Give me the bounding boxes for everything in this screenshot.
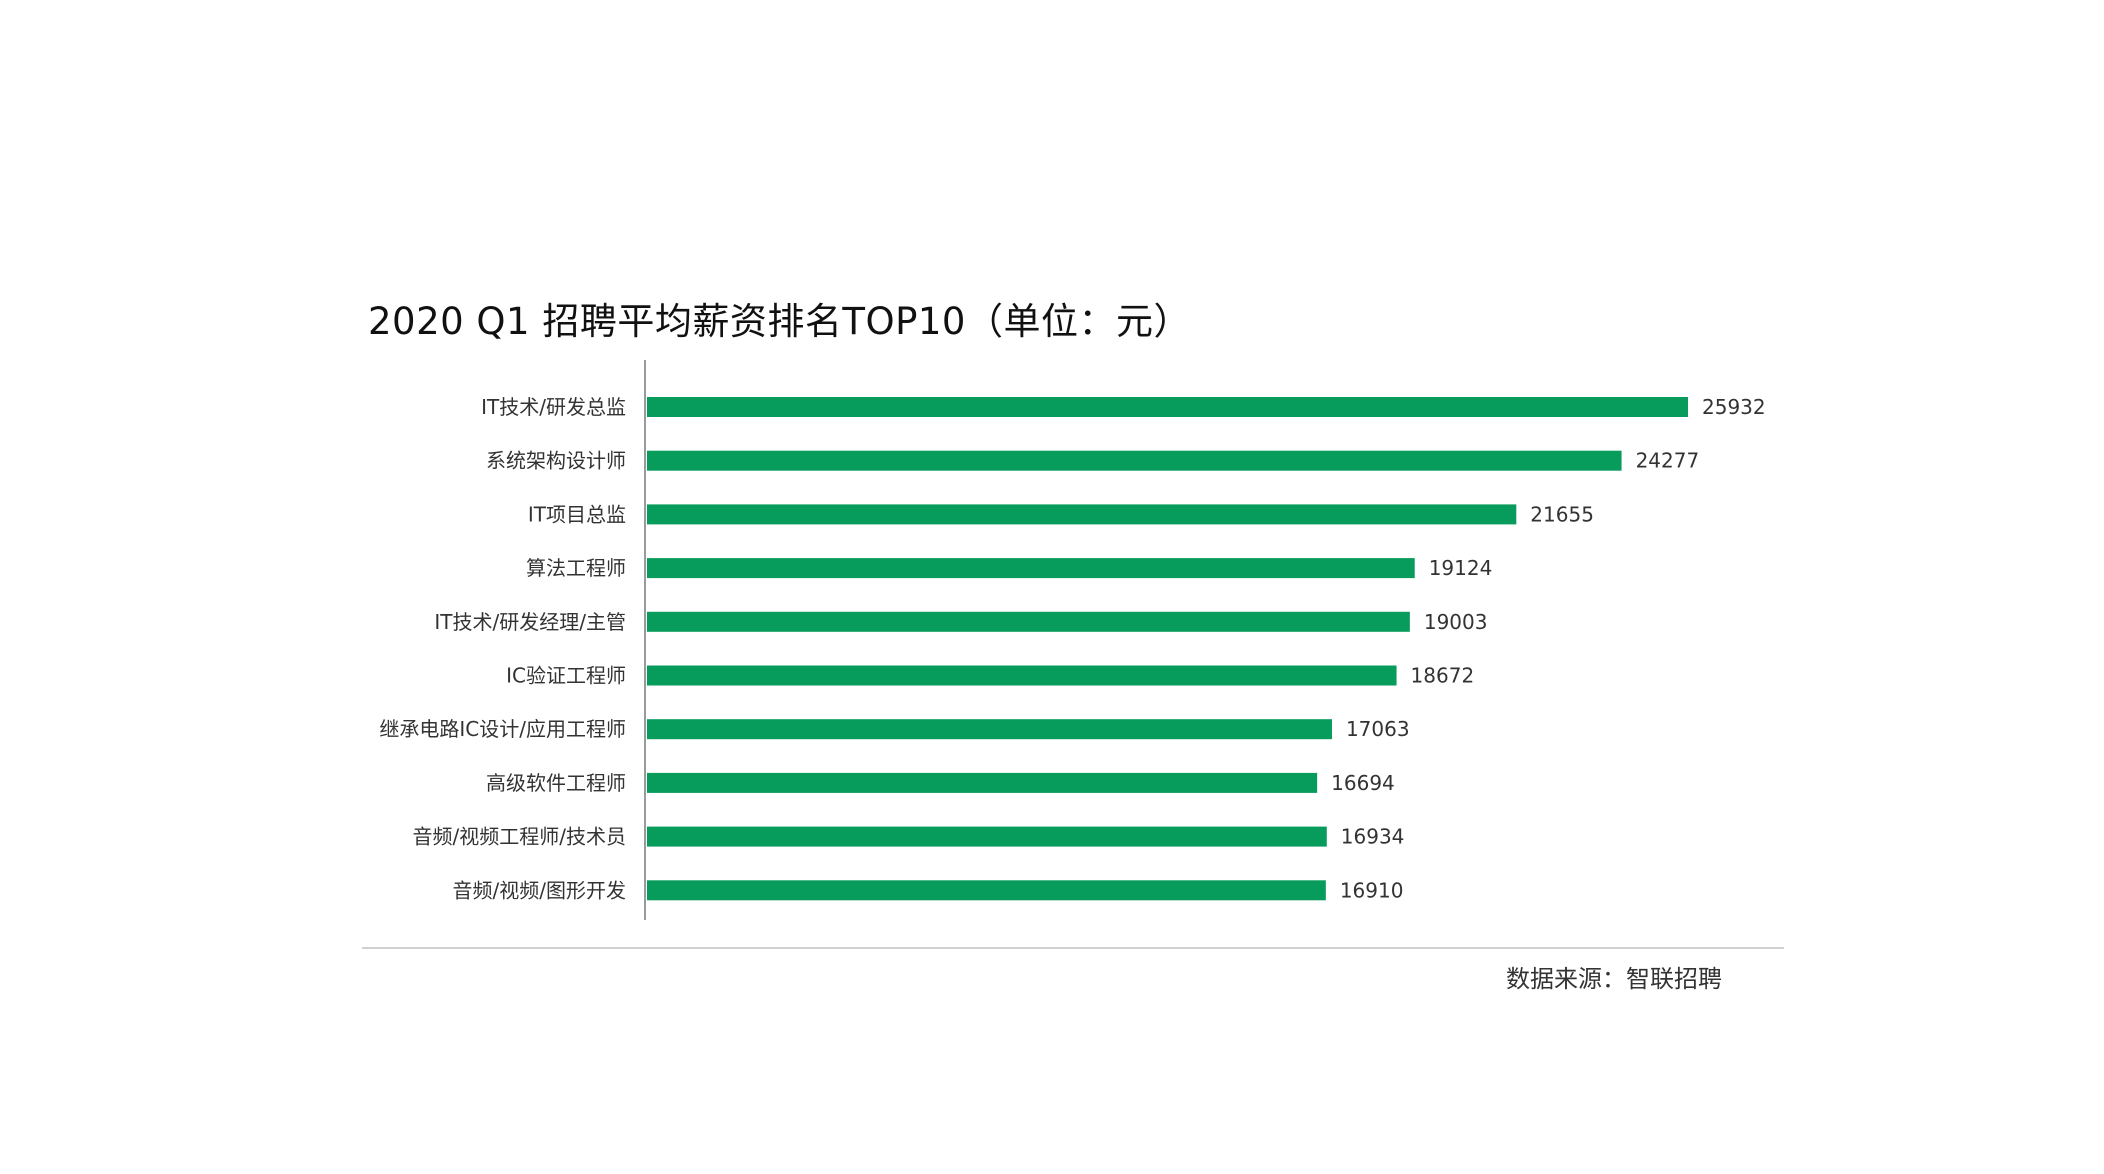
bar-4 [647,558,1415,579]
bar-5 [647,611,1410,632]
value-label-10: 16910 [1340,878,1404,902]
value-label-5: 19003 [1424,610,1488,634]
value-label-9: 16934 [1341,825,1405,849]
category-label-1: IT技术/研发总监 [481,395,626,419]
bar-9 [647,826,1327,847]
category-label-4: 算法工程师 [526,556,626,580]
value-label-7: 17063 [1346,717,1410,741]
bars-layer [647,397,1688,901]
chart-title: 2020 Q1 招聘平均薪资排名TOP10（单位：元） [368,300,1191,343]
bar-1 [647,397,1688,417]
category-label-9: 音频/视频工程师/技术员 [413,825,626,849]
value-label-6: 18672 [1411,664,1475,688]
value-label-3: 21655 [1530,502,1594,526]
category-label-10: 音频/视频/图形开发 [453,878,626,902]
source-note: 数据来源：智联招聘 [1506,965,1722,993]
value-label-2: 24277 [1636,449,1700,473]
bar-2 [647,450,1622,471]
category-label-3: IT项目总监 [528,502,626,526]
category-label-8: 高级软件工程师 [486,771,626,795]
bar-8 [647,772,1318,793]
category-label-2: 系统架构设计师 [486,449,626,473]
category-label-6: IC验证工程师 [506,664,626,688]
category-label-5: IT技术/研发经理/主管 [434,610,626,634]
category-label-7: 继承电路IC设计/应用工程师 [379,717,626,741]
bar-10 [647,880,1326,901]
bar-7 [647,719,1332,740]
value-labels-layer: 25932 24277 21655 19124 19003 18672 17063 16694… [1331,395,1765,902]
value-label-8: 16694 [1331,771,1395,795]
value-label-1: 25932 [1702,395,1766,419]
value-label-4: 19124 [1429,556,1493,580]
bar-3 [647,504,1517,525]
bar-6 [647,665,1397,686]
